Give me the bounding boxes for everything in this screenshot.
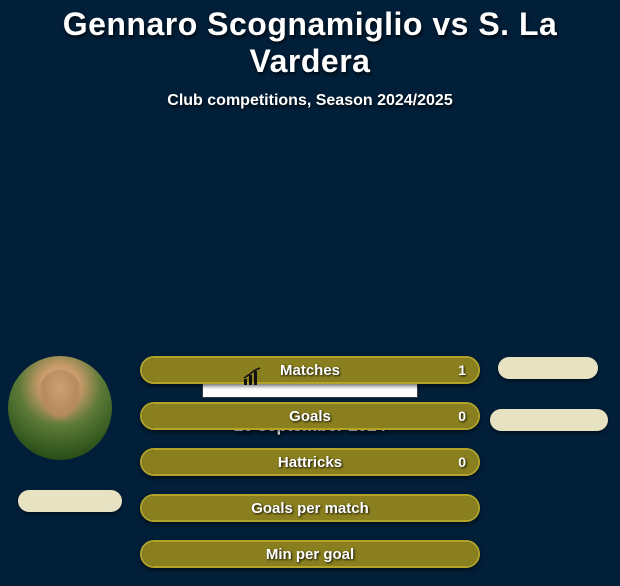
stat-bar-goals: Goals 0 bbox=[140, 402, 480, 430]
stat-bar-matches: Matches 1 bbox=[140, 356, 480, 384]
stat-label: Goals per match bbox=[142, 496, 478, 520]
stat-label: Min per goal bbox=[142, 542, 478, 566]
comparison-area: Matches 1 Goals 0 Hattricks 0 Goals per … bbox=[0, 356, 620, 436]
player-right-name-pill-1 bbox=[498, 357, 598, 379]
page-title: Gennaro Scognamiglio vs S. La Vardera bbox=[0, 0, 620, 80]
stat-bars: Matches 1 Goals 0 Hattricks 0 Goals per … bbox=[140, 356, 480, 586]
stat-bar-hattricks: Hattricks 0 bbox=[140, 448, 480, 476]
player-right-name-pill-2 bbox=[490, 409, 608, 431]
stat-label: Matches bbox=[142, 358, 478, 382]
stat-label: Hattricks bbox=[142, 450, 478, 474]
bar-chart-icon bbox=[242, 367, 262, 387]
stat-value: 1 bbox=[458, 358, 466, 382]
stat-value: 0 bbox=[458, 450, 466, 474]
season-subtitle: Club competitions, Season 2024/2025 bbox=[0, 92, 620, 110]
stat-bar-min-per-goal: Min per goal bbox=[140, 540, 480, 568]
player-left-avatar bbox=[8, 356, 112, 460]
player-left-name-pill bbox=[18, 490, 122, 512]
stat-bar-goals-per-match: Goals per match bbox=[140, 494, 480, 522]
stat-value: 0 bbox=[458, 404, 466, 428]
stat-label: Goals bbox=[142, 404, 478, 428]
